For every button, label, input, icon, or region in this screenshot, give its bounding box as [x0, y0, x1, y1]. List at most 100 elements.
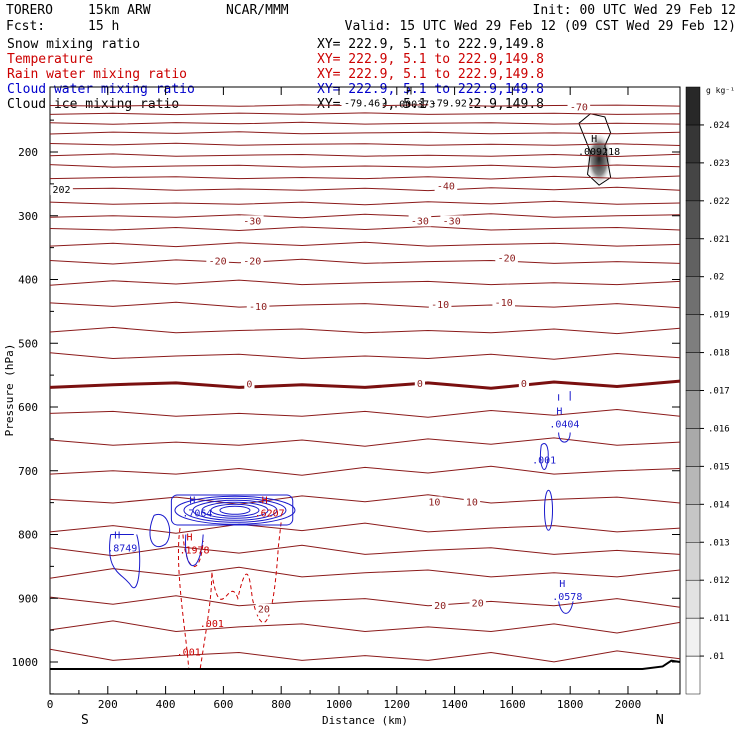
- x-tick-label: 2000: [615, 698, 642, 711]
- isotherm-label-bg: [240, 255, 264, 267]
- isotherm-line: [49, 258, 681, 265]
- y-tick-label: 200: [18, 146, 38, 159]
- y-axis-title: Pressure (hPa): [3, 344, 16, 437]
- cloud-contour: [109, 534, 141, 589]
- x-tick-label: 1200: [384, 698, 411, 711]
- cloud-contour: [540, 443, 549, 470]
- isotherm-label-bg: [434, 180, 458, 192]
- right-end-label: N: [656, 713, 664, 728]
- colorbar: .01 .011 .012 .013 .014 .015 .016 .017 .018 .019.…: [685, 86, 730, 695]
- x-tick-label: 800: [271, 698, 291, 711]
- isotherm-label: -10: [249, 302, 267, 313]
- legend-xy: XY= 222.9, 5.1 to 222.9,149.8: [317, 82, 544, 97]
- isotherm-line: [49, 142, 681, 146]
- maximum-value: .001: [200, 619, 224, 630]
- y-tick-label: 800: [18, 529, 38, 542]
- isotherm-label: -30: [243, 216, 261, 227]
- x-tick-label: 1400: [441, 698, 468, 711]
- isotherm-line: [49, 465, 681, 476]
- colorbar-segment: [685, 352, 701, 391]
- colorbar-unit: g kg⁻¹: [706, 86, 735, 95]
- isotherm-label-bg: [440, 215, 463, 227]
- misc-label-bg: [341, 97, 383, 109]
- isotherm-label: 20: [472, 598, 484, 609]
- isotherm-label-bg: [492, 297, 516, 308]
- maximum-value: .1978: [179, 546, 209, 557]
- x-tick-label: 1000: [326, 698, 353, 711]
- rain-contour: [177, 528, 213, 669]
- y-tick-label: 500: [18, 337, 38, 350]
- rain-contour: [182, 534, 204, 567]
- isotherm-line: [49, 175, 681, 180]
- isotherm-label-bg: [244, 378, 255, 390]
- axes: 0 200 400 600 800 1000 1200 1400 1600 1800 2000200…: [12, 87, 681, 711]
- maximum-marker: H: [262, 496, 268, 507]
- x-tick-label: 400: [156, 698, 176, 711]
- maximum-value: .0404: [549, 419, 579, 430]
- colorbar-label: .02: [708, 273, 724, 283]
- isotherm-label-bg: [255, 603, 273, 615]
- isotherm-line: [49, 131, 681, 135]
- isotherm-line: [49, 544, 681, 557]
- colorbar-label: .013: [708, 538, 730, 548]
- isotherm-label-bg: [518, 377, 530, 389]
- colorbar-label: .014: [708, 500, 730, 510]
- legend-label: Cloud water mixing ratio: [7, 82, 195, 97]
- x-axis-title: Distance (km): [322, 714, 408, 727]
- isotherm-label: 20: [434, 601, 446, 612]
- misc-label-bg: [50, 184, 73, 196]
- misc-label-bg: [428, 97, 470, 109]
- isotherm-label-bg: [408, 215, 432, 227]
- cloud-contour: [192, 499, 278, 521]
- isotherm-label-bg: [414, 377, 426, 389]
- legend-label: Snow mixing ratio: [7, 37, 140, 52]
- isotherm-line: [49, 121, 681, 125]
- contour-labels: -70 -40 -30 -30 -30 -20 -20 -20 -10 -10 -10 0 0 0 10 10…: [50, 86, 620, 659]
- isotherm-label-bg: [463, 496, 481, 508]
- rain-water-contours: [177, 521, 282, 669]
- cloud-contour: [183, 497, 287, 523]
- x-tick-label: 0: [47, 698, 54, 711]
- left-end-label: S: [81, 713, 89, 728]
- colorbar-segment: [685, 238, 701, 277]
- colorbar-segment: [685, 579, 701, 619]
- isotherm-label: -30: [411, 216, 429, 227]
- legend-label: Rain water mixing ratio: [7, 67, 187, 82]
- cloud-ice-shading: [578, 113, 613, 189]
- colorbar-segment: [685, 124, 701, 164]
- legend-xy: XY= 222.9, 5.1 to 222.9,149.8: [317, 67, 544, 82]
- isotherm-line: [49, 326, 681, 335]
- maximum-value: .6207: [255, 509, 285, 520]
- x-tick-label: 1600: [499, 698, 526, 711]
- colorbar-label: .021: [708, 235, 730, 245]
- isotherm-line: [49, 164, 681, 168]
- ground-surface: [50, 659, 681, 671]
- isotherm-line: [49, 494, 681, 505]
- init-time: Init: 00 UTC Wed 29 Feb 12: [533, 3, 737, 18]
- colorbar-segment: [685, 542, 701, 581]
- colorbar-segment: [685, 617, 701, 657]
- isotherm-line: [49, 620, 681, 634]
- legend-label: Temperature: [7, 52, 93, 67]
- misc-label: 202: [53, 185, 71, 196]
- cloud-contour: [149, 513, 171, 547]
- isotherm-label-bg: [495, 252, 518, 264]
- isotherm-line: [49, 153, 681, 158]
- isotherm-line: [49, 522, 681, 534]
- y-tick-label: 400: [18, 274, 38, 287]
- isotherm-line: [49, 241, 681, 248]
- isotherm-label: 10: [466, 498, 478, 509]
- isotherm-label: -40: [437, 181, 455, 192]
- colorbar-label: .016: [708, 424, 730, 434]
- cloud-contour: [201, 501, 269, 519]
- x-tick-label: 1800: [557, 698, 584, 711]
- colorbar-segment: [685, 655, 701, 695]
- isotherm-line: [49, 352, 681, 360]
- isotherm-label: 10: [428, 498, 440, 509]
- isotherm-line: [49, 225, 681, 232]
- colorbar-segment: [685, 86, 701, 126]
- legend-label: Cloud ice mixing ratio: [7, 97, 179, 112]
- isotherm-label: -10: [495, 298, 513, 309]
- colorbar-label: .017: [708, 387, 730, 397]
